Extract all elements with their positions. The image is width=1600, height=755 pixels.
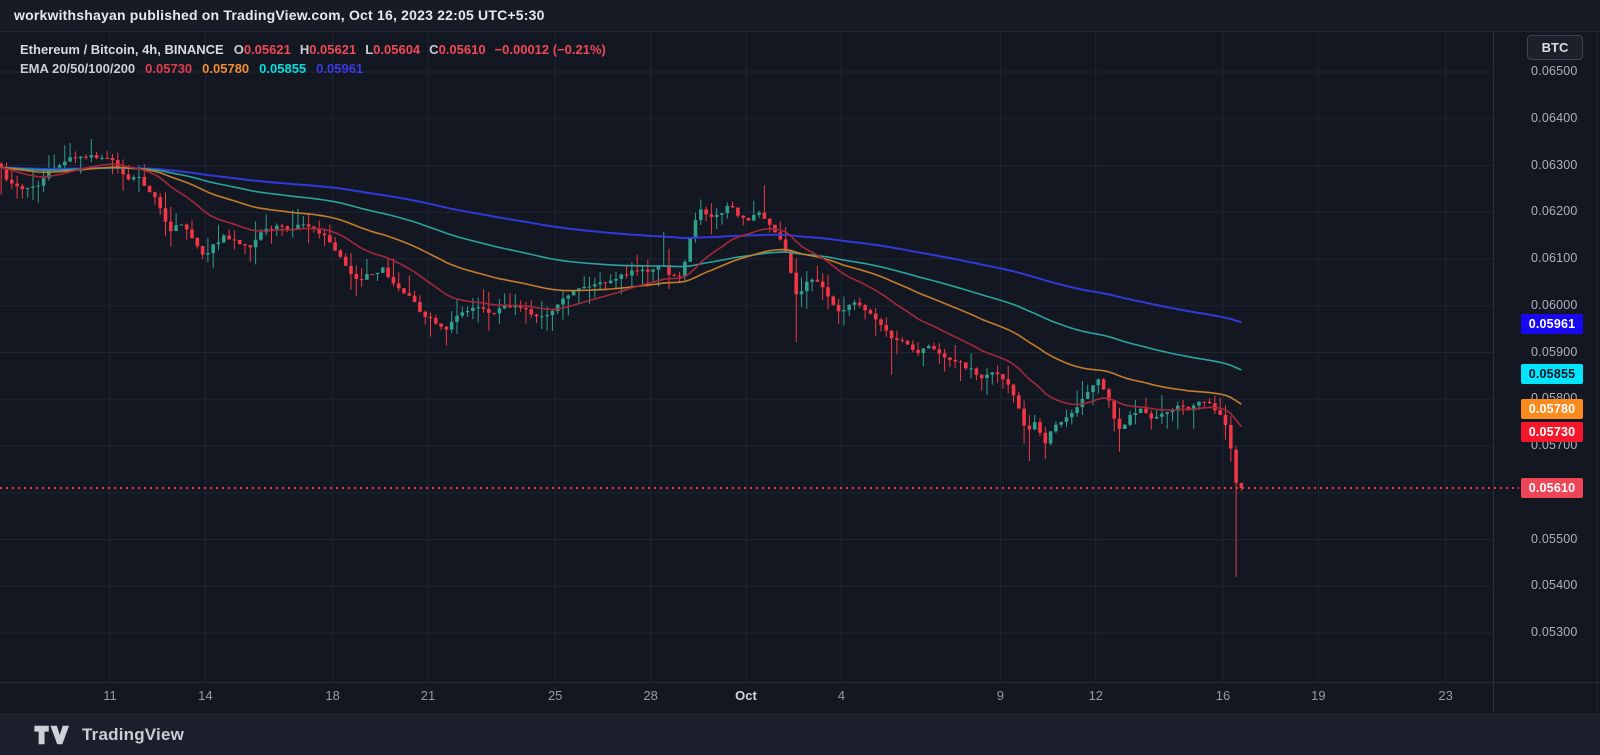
price-tick-label: 0.05900 — [1531, 344, 1578, 359]
ema-value-3: 0.05961 — [316, 61, 364, 76]
time-tick-label-11: 11 — [103, 688, 117, 703]
time-tick-label-oct: Oct — [735, 688, 757, 703]
snapshot-header: workwithshayan published on TradingView.… — [0, 0, 1600, 32]
chart-legend: Ethereum / Bitcoin, 4h, BINANCE O0.05621 H… — [20, 40, 606, 78]
price-tick-label: 0.06200 — [1531, 204, 1578, 219]
quote-currency-button[interactable]: BTC — [1527, 35, 1583, 60]
price-tick-label: 0.06300 — [1531, 157, 1578, 172]
snapshot-footer: TradingView — [0, 712, 1600, 755]
ohlc-values: O0.05621 H0.05621 L0.05604 C0.05610 — [234, 42, 495, 57]
ema-price-badge-3: 0.05730 — [1521, 421, 1583, 442]
time-axis-separator — [0, 682, 1600, 683]
price-chart-canvas[interactable] — [0, 32, 1493, 682]
tradingview-brand-link[interactable]: TradingView — [34, 722, 184, 748]
ema-indicator-label: EMA 20/50/100/200 — [20, 61, 136, 76]
tradingview-logo-icon — [34, 725, 70, 745]
time-tick-label-14: 14 — [198, 688, 213, 703]
snapshot-attribution-text: workwithshayan published on TradingView.… — [14, 7, 545, 23]
time-tick-label-21: 21 — [420, 688, 436, 703]
current-price-badge: 0.05610 — [1521, 478, 1583, 499]
price-tick-label: 0.06500 — [1531, 64, 1578, 78]
ohlc-l: L0.05604 — [365, 42, 421, 57]
tradingview-brand-text: TradingView — [82, 725, 185, 744]
ema-value-1: 0.05780 — [202, 61, 250, 76]
price-tick-label: 0.05300 — [1531, 625, 1578, 639]
change-value: −0.00012 (−0.21%) — [494, 42, 606, 57]
ohlc-h: H0.05621 — [299, 42, 357, 57]
ohlc-c: C0.05610 — [429, 42, 486, 57]
price-tick-label: 0.05500 — [1531, 531, 1578, 546]
ema-price-badge-1: 0.05855 — [1521, 363, 1583, 384]
price-tick-label: 0.06100 — [1531, 251, 1578, 265]
time-tick-label-18: 18 — [325, 688, 340, 703]
price-tick-label: 0.05400 — [1531, 578, 1578, 593]
time-tick-label-9: 9 — [996, 688, 1004, 703]
time-tick-label-28: 28 — [643, 688, 658, 703]
ema-value-0: 0.05730 — [145, 61, 193, 76]
time-tick-label-19: 19 — [1311, 688, 1326, 703]
symbol-legend-row: Ethereum / Bitcoin, 4h, BINANCE O0.05621 H… — [20, 40, 606, 59]
chart-right-border — [1597, 32, 1598, 712]
ema-legend-row: EMA 20/50/100/200 0.05730 0.05780 0.05855 0.… — [20, 59, 606, 78]
time-tick-label-16: 16 — [1215, 688, 1231, 703]
ohlc-o: O0.05621 — [233, 42, 291, 57]
time-tick-label-23: 23 — [1438, 688, 1453, 703]
current-price-dotted-line — [0, 487, 1519, 490]
ema-price-badge-0: 0.05961 — [1521, 313, 1583, 334]
ema-values: 0.05730 0.05780 0.05855 0.05961 — [135, 61, 363, 76]
ema-price-badge-2: 0.05780 — [1521, 398, 1583, 419]
time-tick-label-4: 4 — [837, 688, 845, 703]
time-tick-label-12: 12 — [1088, 688, 1104, 703]
price-tick-label: 0.06000 — [1531, 297, 1578, 312]
price-tick-label: 0.06400 — [1531, 110, 1578, 125]
symbol-title: Ethereum / Bitcoin, 4h, BINANCE — [20, 42, 224, 57]
ema-value-2: 0.05855 — [259, 61, 307, 76]
price-axis-separator — [1493, 32, 1494, 712]
time-tick-label-25: 25 — [547, 688, 563, 703]
